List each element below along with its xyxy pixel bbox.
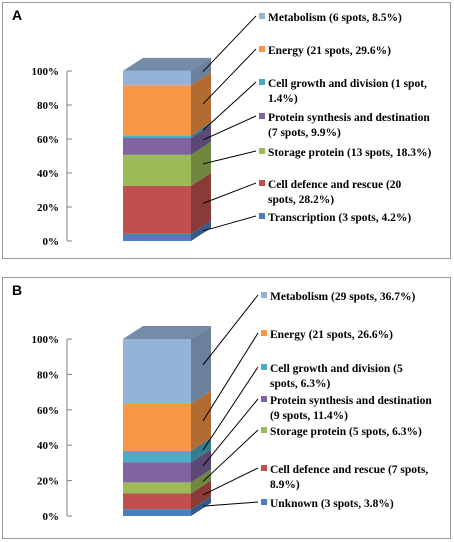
leader-line-a-6 — [202, 15, 257, 72]
data-label-b-2: Storage protein (5 spots, 6.3%) — [270, 426, 422, 438]
bar-segment-a-4 — [123, 135, 191, 138]
y-tick-label: 80% — [37, 100, 59, 112]
leader-line-a-4 — [202, 81, 257, 131]
y-tick-label: 100% — [32, 334, 60, 346]
panel-label-a: A — [12, 7, 23, 23]
chart-panel-b: B 0% 20% 40% 60% 80% 100% Unknown (3 spots, 3.… — [2, 277, 451, 539]
legend-swatch-b-4 — [261, 364, 267, 370]
legend-swatch-b-3 — [261, 396, 267, 402]
panel-label-b: B — [12, 282, 23, 298]
legend-swatch-a-5 — [259, 46, 265, 52]
leader-line-b-5 — [202, 332, 259, 422]
bar-segment-b-0 — [123, 509, 191, 516]
leader-line-a-5 — [202, 48, 257, 105]
bar-segment-side-a-0 — [191, 220, 211, 241]
bar-segment-side-b-6 — [191, 326, 211, 404]
legend-swatch-b-5 — [261, 330, 267, 336]
legend-swatch-a-0 — [259, 213, 265, 219]
data-label-a-4: Cell growth and division (1 spot, 1.4%) — [268, 78, 427, 105]
data-label-b-0: Unknown (3 spots, 3.8%) — [270, 498, 394, 510]
y-tick-label: 40% — [37, 440, 59, 452]
bar-top-face-b — [123, 326, 211, 339]
leader-line-b-2 — [202, 429, 259, 482]
y-tick-label: 100% — [32, 66, 60, 78]
leader-line-b-1 — [202, 467, 259, 496]
bar-segment-b-2 — [123, 482, 191, 494]
legend-swatch-b-2 — [261, 427, 267, 433]
data-label-b-6: Metabolism (29 spots, 36.7%) — [270, 291, 416, 303]
legend-swatch-b-1 — [261, 465, 267, 471]
leader-line-a-1 — [202, 182, 257, 204]
data-label-a-0: Transcription (3 spots, 4.2%) — [268, 212, 411, 224]
leader-line-a-0 — [202, 215, 257, 232]
bar-segment-side-b-5 — [191, 390, 211, 452]
bar-segment-b-1 — [123, 493, 191, 510]
chart-panel-a: A 0% 20% 40% 60% 80% 100% Transcription (3 spo… — [2, 2, 451, 259]
bar-segment-b-4 — [123, 451, 191, 463]
y-tick-label: 40% — [37, 168, 59, 180]
bar-segment-side-b-3 — [191, 449, 211, 483]
bar-segment-side-b-2 — [191, 469, 211, 494]
bar-segment-side-a-3 — [191, 124, 211, 155]
bar-segment-a-6 — [123, 70, 191, 86]
y-tick-label: 20% — [37, 202, 59, 214]
legend-swatch-a-1 — [259, 180, 265, 186]
data-label-a-5: Energy (21 spots, 29.6%) — [268, 45, 391, 57]
y-tick-label: 80% — [37, 369, 59, 381]
legend-swatch-b-0 — [261, 499, 267, 505]
bar-segment-a-5 — [123, 85, 191, 136]
bar-segment-side-b-1 — [191, 480, 211, 510]
bar-segment-side-a-5 — [191, 72, 211, 136]
leader-line-b-6 — [202, 294, 259, 366]
data-label-b-5: Energy (21 spots, 26.6%) — [270, 329, 393, 341]
bar-segment-a-0 — [123, 233, 191, 241]
leader-line-b-4 — [202, 366, 259, 451]
bar-segment-side-a-2 — [191, 141, 211, 186]
data-label-a-6: Metabolism (6 spots, 8.5%) — [268, 12, 402, 24]
bar-segment-b-5 — [123, 403, 191, 452]
chart-a-svg: 0% 20% 40% 60% 80% 100% Transcription (3 spots… — [32, 12, 432, 248]
data-label-b-4: Cell growth and division (5 spots, 6.3%) — [270, 363, 403, 390]
bar-segment-b-6 — [123, 339, 191, 404]
bar-segment-b-3 — [123, 462, 191, 483]
data-label-a-1: Cell defence and rescue (20 spots, 28.2%) — [268, 179, 402, 206]
bar-segment-side-b-4 — [191, 438, 211, 463]
leader-line-a-3 — [202, 115, 257, 141]
bar-segment-a-1 — [123, 185, 191, 234]
bar-segment-a-2 — [123, 154, 191, 186]
bar-segment-a-3 — [123, 137, 191, 155]
data-label-b-1: Cell defence and rescue (7 spots, 8.9%) — [270, 464, 428, 491]
y-tick-label: 60% — [37, 405, 59, 417]
legend-swatch-a-3 — [259, 113, 265, 119]
bar-segment-side-a-4 — [191, 122, 211, 138]
y-tick-label: 20% — [37, 476, 59, 488]
bar-segment-side-a-6 — [191, 57, 211, 86]
leader-line-b-0 — [202, 501, 259, 507]
data-label-a-3: Protein synthesis and destination (7 spot… — [268, 112, 430, 139]
legend-swatch-b-6 — [261, 292, 267, 298]
data-label-b-3: Protein synthesis and destination (9 spot… — [270, 395, 432, 422]
chart-b-svg: 0% 20% 40% 60% 80% 100% Unknown (3 spots, 3.8%… — [32, 291, 433, 523]
legend-swatch-a-6 — [259, 13, 265, 19]
data-label-a-2: Storage protein (13 spots, 18.3%) — [268, 147, 432, 159]
leader-line-a-2 — [202, 150, 257, 165]
bar-top-face-a — [123, 57, 211, 71]
y-tick-label: 0% — [43, 511, 60, 523]
bar-segment-side-a-1 — [191, 172, 211, 234]
legend-swatch-a-4 — [259, 79, 265, 85]
y-tick-label: 60% — [37, 134, 59, 146]
y-tick-label: 0% — [43, 236, 60, 248]
legend-swatch-a-2 — [259, 148, 265, 154]
leader-line-b-3 — [202, 398, 259, 467]
bar-segment-side-b-0 — [191, 496, 211, 516]
